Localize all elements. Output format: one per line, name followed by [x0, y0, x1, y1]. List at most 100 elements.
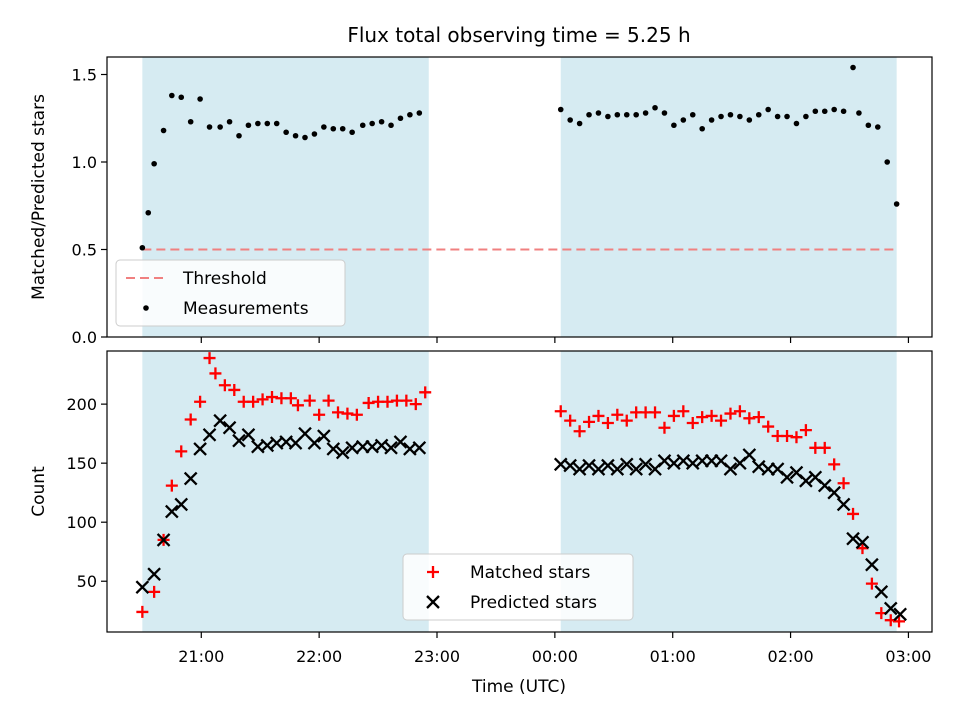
ratio-panel: 0.0 0.5 1.0 1.5 Matched/Predicted stars Thres…: [29, 56, 933, 347]
matched-stars-point: [564, 414, 577, 427]
measurement-point: [273, 120, 280, 127]
legend-label: Predicted stars: [470, 593, 597, 613]
x-tick-label: 02:00: [768, 647, 814, 666]
measurement-point: [567, 117, 573, 123]
measurement-point: [793, 120, 800, 127]
matched-stars-point: [350, 408, 363, 421]
measurement-point: [874, 124, 881, 130]
measurement-point: [605, 113, 611, 120]
x-tick-label: 23:00: [414, 647, 460, 666]
matched-stars-point: [762, 420, 775, 433]
chart-title: Flux total observing time = 5.25 h: [347, 23, 690, 47]
measurement-point: [784, 113, 790, 120]
matched-stars-point: [611, 408, 624, 421]
measurement-point: [330, 125, 337, 132]
measurement-point: [652, 104, 658, 111]
predicted-stars-point: [610, 462, 625, 476]
predicted-stars-point: [317, 429, 331, 443]
matched-stars-point: [818, 441, 831, 454]
predicted-stars-point: [147, 567, 161, 581]
measurement-point: [321, 124, 327, 130]
matched-stars-point: [724, 407, 737, 420]
matched-stars-point: [247, 395, 260, 408]
x-tick-label: 22:00: [296, 647, 342, 666]
measurement-point: [217, 124, 223, 130]
measurement-point: [595, 110, 602, 116]
matched-stars-point: [686, 417, 699, 430]
matched-stars-point: [658, 421, 671, 434]
y-tick-label: 0.0: [72, 328, 97, 347]
y-tick-label: 1.0: [72, 153, 97, 172]
predicted-stars-point: [156, 533, 171, 547]
predicted-stars-point: [817, 478, 832, 493]
measurement-point: [226, 118, 233, 125]
predicted-stars-point: [183, 471, 198, 486]
measurement-point: [139, 244, 146, 251]
measurement-point: [349, 129, 355, 136]
predicted-stars-point: [165, 504, 179, 519]
predicted-stars-point: [135, 580, 150, 594]
x-tick-label: 03:00: [885, 647, 931, 666]
matched-stars-point: [419, 386, 432, 399]
predicted-stars-point: [619, 457, 634, 472]
matched-stars-point: [136, 605, 149, 618]
axes-frame: [106, 350, 933, 633]
measurement-point: [397, 115, 404, 122]
matched-stars-point: [752, 411, 765, 424]
measurement-point: [737, 113, 743, 120]
measurement-point: [856, 110, 862, 116]
predicted-stars-point: [582, 458, 596, 473]
matched-stars-point: [733, 405, 746, 418]
matched-stars-point: [781, 430, 794, 443]
predicted-stars-point: [893, 607, 907, 622]
measurement-point: [369, 120, 375, 127]
matched-stars-point: [893, 615, 905, 628]
measurement-point: [840, 108, 847, 115]
measurement-point: [893, 201, 900, 207]
matched-stars-point: [837, 477, 850, 490]
series-0: [139, 64, 900, 251]
predicted-stars-point: [883, 601, 898, 616]
predicted-stars-point: [335, 445, 350, 460]
measurement-point: [169, 92, 175, 99]
measurement-point: [718, 113, 724, 120]
measurement-point: [145, 209, 152, 216]
matched-stars-point: [341, 407, 354, 420]
measurement-point: [680, 117, 687, 123]
y-axis-label: Matched/Predicted stars: [29, 94, 49, 300]
measurement-point: [699, 125, 705, 132]
legend: Matched stars Predicted stars: [402, 553, 634, 621]
observing-window-1: [560, 57, 897, 337]
predicted-stars-point: [855, 535, 870, 550]
predicted-stars-point: [174, 497, 189, 512]
predicted-stars-point: [629, 462, 643, 476]
matched-stars-point: [332, 406, 344, 419]
matched-stars-point: [601, 417, 614, 430]
measurement-point: [671, 122, 677, 129]
predicted-stars-point: [780, 470, 794, 485]
predicted-stars-point: [193, 442, 207, 456]
matched-stars-point: [828, 458, 841, 471]
matched-stars-point: [313, 408, 326, 421]
matched-stars-point: [209, 367, 222, 380]
measurement-point: [576, 120, 583, 127]
predicted-stars-point: [638, 457, 653, 472]
measurement-point: [236, 132, 242, 139]
legend-box: [402, 553, 634, 621]
measurement-point: [416, 110, 423, 116]
measurement-point: [803, 113, 809, 120]
measurement-point: [884, 159, 891, 165]
series-0: [136, 352, 905, 628]
predicted-stars-point: [846, 531, 860, 546]
matched-stars-point: [303, 394, 316, 407]
predicted-stars-point: [591, 462, 606, 476]
measurement-point: [661, 110, 668, 116]
measurement-point: [311, 131, 318, 137]
matched-stars-point: [184, 413, 197, 426]
predicted-stars-point: [213, 413, 227, 428]
measurement-point: [557, 106, 564, 113]
measurement-point: [831, 106, 837, 113]
matched-stars-point: [148, 585, 161, 598]
predicted-stars-point: [326, 442, 341, 456]
y-axis-label: Count: [29, 466, 49, 517]
